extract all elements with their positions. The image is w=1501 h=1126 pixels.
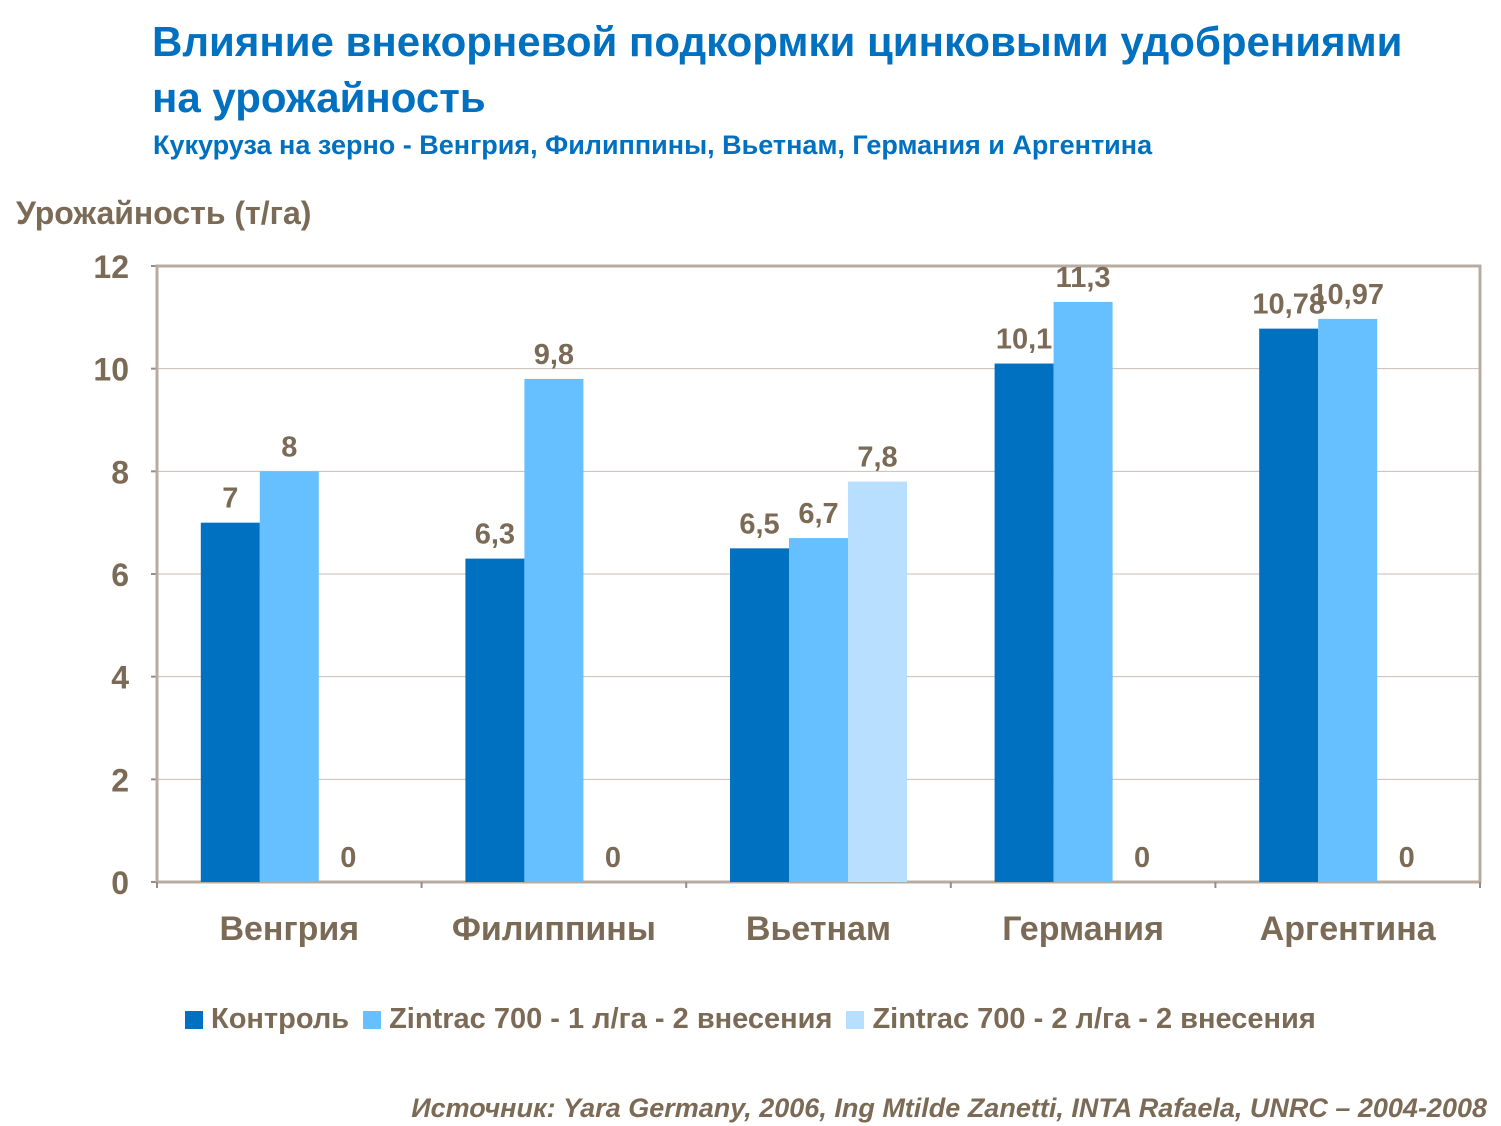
x-tick-label: Германия [1002, 910, 1164, 948]
y-axis-label: Урожайность (т/га) [16, 195, 312, 231]
bar [848, 481, 907, 882]
data-label: 0 [605, 842, 621, 874]
bar [789, 538, 848, 882]
data-label: 7,8 [857, 442, 897, 474]
legend-label: Zintrac 700 - 1 л/га - 2 внесения [389, 1003, 833, 1035]
legend-swatch [363, 1010, 382, 1029]
data-label: 10,1 [996, 324, 1052, 356]
data-label: 8 [281, 431, 297, 463]
y-tick-label: 0 [111, 865, 129, 901]
bar [1053, 301, 1113, 882]
bar [730, 548, 789, 882]
y-tick-label: 2 [111, 762, 129, 798]
x-tick-label: Венгрия [219, 910, 359, 948]
legend-item-control: Контроль [185, 1003, 349, 1036]
data-label: 7 [222, 483, 238, 515]
data-label: 10,97 [1311, 279, 1384, 311]
data-label: 0 [1134, 842, 1150, 874]
legend-label: Контроль [211, 1003, 350, 1035]
legend-item-zintrac-1: Zintrac 700 - 1 л/га - 2 внесения [363, 1003, 832, 1036]
y-tick-label: 4 [111, 660, 129, 696]
legend-swatch [846, 1010, 865, 1029]
data-label: 10,78 [1252, 289, 1325, 321]
x-tick-label: Вьетнам [746, 910, 891, 948]
data-label: 0 [1399, 842, 1415, 874]
source-note: Источник: Yara Germany, 2006, Ing Mtilde… [411, 1093, 1487, 1123]
data-label: 6,3 [475, 519, 515, 551]
legend: Контроль Zintrac 700 - 1 л/га - 2 внесен… [185, 1003, 1330, 1036]
legend-item-zintrac-2: Zintrac 700 - 2 л/га - 2 внесения [846, 1003, 1316, 1036]
bar [994, 363, 1054, 882]
bar [1259, 328, 1319, 882]
bar [200, 522, 260, 882]
chart-title: Влияние внекорневой подкормки цинковыми … [152, 18, 1403, 121]
x-tick-label: Аргентина [1260, 910, 1437, 948]
y-tick-label: 6 [111, 557, 129, 593]
data-label: 11,3 [1056, 262, 1111, 294]
data-label: 9,8 [534, 339, 574, 371]
y-tick-label: 8 [111, 454, 129, 490]
y-tick-label: 10 [93, 352, 129, 388]
data-label: 6,7 [798, 498, 838, 530]
legend-swatch [185, 1010, 203, 1029]
y-tick-label: 12 [93, 249, 129, 285]
data-label: 6,5 [739, 508, 779, 540]
x-tick-label: Филиппины [452, 910, 656, 948]
chart-subtitle: Кукуруза на зерно - Венгрия, Филиппины, … [153, 130, 1153, 160]
bar [465, 558, 525, 882]
bar [259, 471, 319, 882]
legend-label: Zintrac 700 - 2 л/га - 2 внесения [872, 1003, 1316, 1035]
bar [524, 378, 584, 882]
data-label: 0 [340, 842, 356, 874]
bar [1318, 318, 1378, 883]
